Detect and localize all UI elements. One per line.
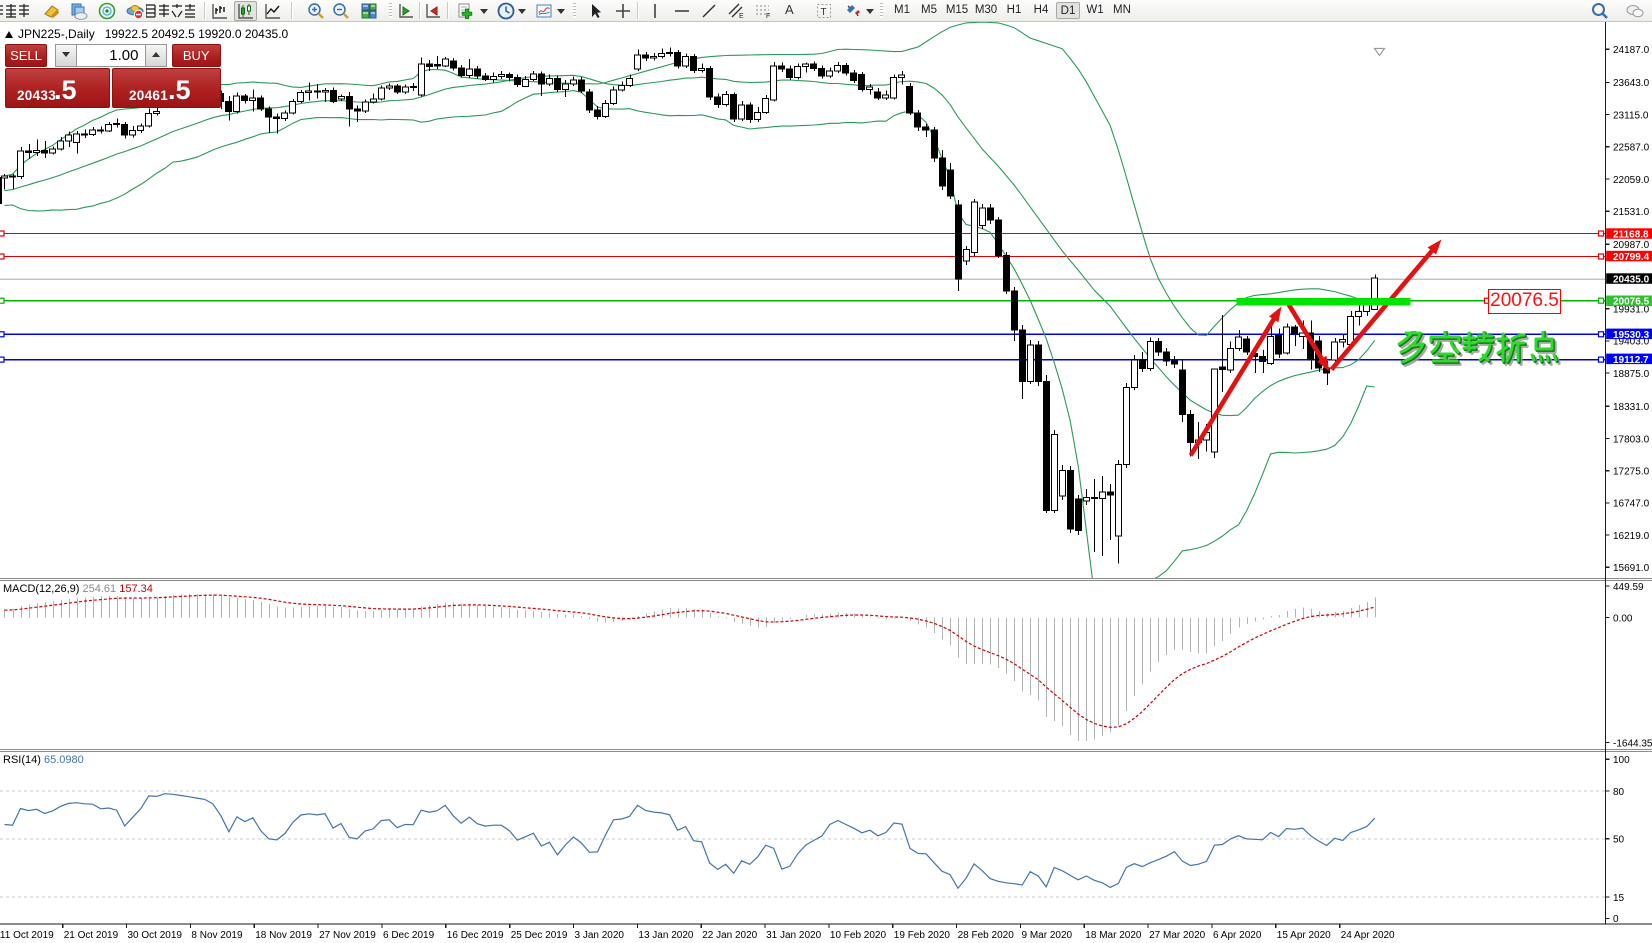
svg-text:30 Oct 2019: 30 Oct 2019 [128, 930, 183, 941]
svg-text:21 Oct 2019: 21 Oct 2019 [64, 930, 119, 941]
svg-text:20076.5: 20076.5 [1613, 297, 1650, 308]
svg-text:19 Feb 2020: 19 Feb 2020 [894, 930, 951, 941]
svg-text:-1644.35: -1644.35 [1613, 738, 1652, 749]
svg-text:9 Mar 2020: 9 Mar 2020 [1022, 930, 1073, 941]
svg-text:22587.0: 22587.0 [1613, 143, 1650, 154]
svg-text:18331.0: 18331.0 [1613, 402, 1650, 413]
svg-text:23115.0: 23115.0 [1613, 110, 1649, 121]
svg-text:3 Jan 2020: 3 Jan 2020 [575, 930, 625, 941]
svg-text:18 Nov 2019: 18 Nov 2019 [255, 930, 312, 941]
svg-text:20435.0: 20435.0 [1613, 275, 1650, 286]
svg-text:6 Dec 2019: 6 Dec 2019 [383, 930, 435, 941]
svg-text:23643.0: 23643.0 [1613, 78, 1650, 89]
svg-text:24 Apr 2020: 24 Apr 2020 [1341, 930, 1395, 941]
svg-text:31 Jan 2020: 31 Jan 2020 [766, 930, 821, 941]
svg-text:0.00: 0.00 [1613, 613, 1633, 624]
svg-text:19931.0: 19931.0 [1613, 305, 1650, 316]
svg-text:20987.0: 20987.0 [1613, 240, 1650, 251]
svg-text:21168.8: 21168.8 [1613, 230, 1649, 241]
svg-text:19403.0: 19403.0 [1613, 337, 1650, 348]
svg-text:18 Mar 2020: 18 Mar 2020 [1085, 930, 1142, 941]
svg-text:25 Dec 2019: 25 Dec 2019 [511, 930, 568, 941]
svg-text:19112.7: 19112.7 [1613, 355, 1649, 366]
svg-text:10 Feb 2020: 10 Feb 2020 [830, 930, 887, 941]
svg-text:T: T [821, 7, 827, 18]
svg-text:F: F [766, 13, 770, 20]
svg-text:22 Jan 2020: 22 Jan 2020 [702, 930, 757, 941]
svg-text:17803.0: 17803.0 [1613, 434, 1650, 445]
svg-text:19530.3: 19530.3 [1613, 330, 1650, 341]
svg-text:17275.0: 17275.0 [1613, 467, 1650, 478]
svg-text:16747.0: 16747.0 [1613, 499, 1650, 510]
svg-text:27 Mar 2020: 27 Mar 2020 [1149, 930, 1206, 941]
svg-text:15691.0: 15691.0 [1613, 563, 1650, 574]
svg-text:18875.0: 18875.0 [1613, 369, 1650, 380]
svg-text:449.59: 449.59 [1613, 582, 1644, 593]
svg-text:16 Dec 2019: 16 Dec 2019 [447, 930, 504, 941]
svg-text:6 Apr 2020: 6 Apr 2020 [1213, 930, 1262, 941]
svg-text:16219.0: 16219.0 [1613, 531, 1650, 542]
svg-text:80: 80 [1613, 787, 1625, 798]
svg-text:8 Nov 2019: 8 Nov 2019 [191, 930, 243, 941]
svg-text:13 Jan 2020: 13 Jan 2020 [638, 930, 693, 941]
svg-text:0: 0 [1613, 914, 1619, 925]
svg-text:27 Nov 2019: 27 Nov 2019 [319, 930, 376, 941]
svg-text:21531.0: 21531.0 [1613, 207, 1650, 218]
svg-text:24187.0: 24187.0 [1613, 45, 1650, 56]
svg-text:100: 100 [1613, 755, 1630, 766]
svg-text:15: 15 [1613, 893, 1625, 904]
svg-text:E: E [739, 13, 744, 20]
svg-text:28 Feb 2020: 28 Feb 2020 [958, 930, 1015, 941]
svg-text:15 Apr 2020: 15 Apr 2020 [1277, 930, 1331, 941]
svg-text:20799.4: 20799.4 [1613, 252, 1650, 263]
svg-text:22059.0: 22059.0 [1613, 175, 1650, 186]
svg-text:11 Oct 2019: 11 Oct 2019 [0, 930, 54, 941]
svg-text:50: 50 [1613, 835, 1625, 846]
